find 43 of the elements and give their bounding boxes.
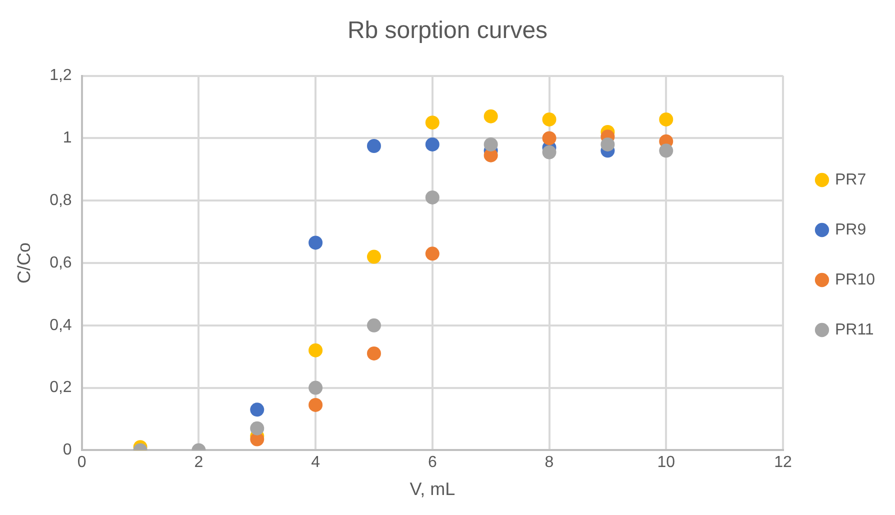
point [659, 144, 674, 158]
legend-label: PR10 [834, 271, 876, 288]
point [542, 112, 556, 126]
x-tick-label: 10 [657, 454, 676, 472]
y-tick-label: 0,6 [50, 254, 72, 272]
point [366, 139, 381, 153]
y-tick-label: 0 [62, 442, 72, 459]
y-tick-label: 0,2 [50, 379, 72, 396]
x-tick-label: 4 [311, 454, 320, 472]
legend-label: PR7 [834, 171, 866, 188]
y-tick-label: 1,2 [50, 67, 72, 84]
y-axis-title: C/Co [14, 242, 34, 284]
legend-label: PR11 [834, 321, 874, 338]
point [366, 250, 381, 264]
point [308, 398, 323, 412]
point [366, 346, 381, 360]
y-tick-label: 1 [62, 130, 72, 147]
point [484, 137, 498, 152]
y-tick-label: 0,4 [50, 316, 72, 334]
point [250, 402, 264, 417]
point [542, 131, 556, 146]
point [308, 380, 323, 395]
x-axis-title: V, mL [410, 479, 456, 500]
legend-label: PR9 [834, 221, 866, 238]
chart-title: Rb sorption curves [347, 17, 548, 44]
point [600, 137, 615, 152]
x-tick-label: 8 [544, 454, 554, 472]
x-tick-label: 6 [428, 454, 437, 472]
x-tick-label: 12 [774, 454, 792, 472]
x-tick-label: 2 [194, 454, 204, 472]
point [425, 246, 440, 261]
point [308, 343, 323, 358]
point [308, 236, 323, 250]
point [250, 421, 264, 436]
point [659, 112, 674, 126]
point [425, 116, 440, 130]
point [484, 109, 498, 124]
x-tick-label: 0 [77, 454, 86, 472]
point [425, 190, 440, 204]
point [425, 137, 440, 152]
point [366, 318, 381, 332]
point [542, 145, 556, 160]
y-tick-label: 0,8 [50, 192, 72, 210]
